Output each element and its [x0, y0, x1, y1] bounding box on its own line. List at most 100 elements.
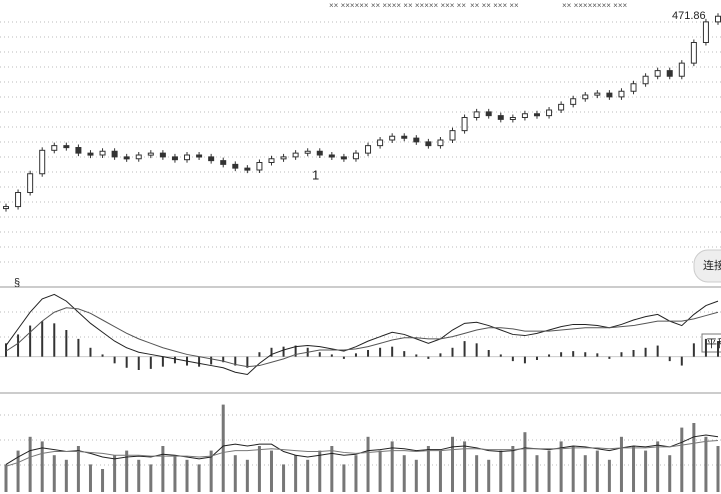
volume-bar — [402, 455, 406, 492]
volume-bar — [28, 436, 32, 492]
volume-bar — [426, 446, 430, 492]
candle — [123, 156, 130, 160]
candle — [111, 150, 118, 158]
connect-label[interactable]: 连接 — [703, 259, 721, 272]
candle — [690, 42, 697, 64]
candle — [570, 98, 577, 105]
candle — [473, 111, 480, 118]
candle — [533, 113, 540, 117]
volume-bar — [113, 455, 117, 492]
volume-bar — [547, 450, 551, 492]
volume-bar — [704, 436, 708, 492]
volume-bar — [390, 441, 394, 492]
volume-bar — [209, 450, 213, 492]
panel-label: § — [14, 277, 20, 289]
candle — [244, 167, 251, 171]
volume-bar — [185, 459, 189, 492]
volume-bar — [221, 404, 225, 492]
volume-bar — [414, 459, 418, 492]
volume-bar — [40, 441, 44, 492]
volume-bar — [282, 464, 286, 492]
marker-text: ×× ×× ××× ×× — [470, 1, 519, 10]
marker-text: ×× ×××××××× ××× — [562, 1, 628, 10]
candle — [184, 154, 191, 161]
volume-bar — [595, 450, 599, 492]
candle — [75, 147, 82, 154]
connect-button[interactable] — [693, 249, 721, 283]
candle — [461, 117, 468, 132]
candle — [147, 152, 154, 156]
volume-bar — [451, 436, 455, 492]
candle — [630, 83, 637, 92]
candle — [268, 158, 275, 163]
candle — [328, 154, 335, 158]
candle — [3, 206, 9, 210]
volume-bar — [499, 450, 503, 492]
volume-bar — [342, 464, 346, 492]
volume-bar — [632, 446, 636, 492]
volume-bar — [149, 464, 153, 492]
candle — [509, 117, 516, 120]
candle — [208, 156, 215, 162]
volume-bar — [137, 459, 141, 492]
volume-bar — [366, 436, 370, 492]
candle — [39, 149, 46, 175]
volume-bar — [378, 450, 382, 492]
candle — [27, 173, 34, 193]
series-line — [5, 434, 719, 465]
candle — [642, 75, 649, 85]
volume-bar — [269, 450, 273, 492]
volume-bar — [161, 446, 165, 492]
volume-bar — [257, 446, 261, 492]
volume-bar — [523, 432, 527, 492]
volume-bar — [64, 459, 68, 492]
candle — [654, 70, 661, 77]
candle — [594, 92, 601, 96]
candle — [196, 154, 203, 158]
volume-bar — [644, 450, 648, 492]
candle — [401, 135, 408, 139]
candle — [582, 94, 589, 100]
candle — [220, 160, 227, 165]
candle — [606, 92, 613, 98]
candle — [437, 139, 444, 147]
candle — [159, 152, 166, 158]
candle — [135, 154, 142, 160]
candle — [365, 145, 372, 154]
volume-bar — [487, 459, 491, 492]
volume-bar — [88, 464, 92, 492]
volume-bar — [607, 459, 611, 492]
volume-bar — [330, 446, 334, 492]
candle — [678, 62, 685, 77]
candle — [413, 137, 420, 143]
candle — [546, 109, 553, 117]
price-label: 471.86 — [672, 10, 706, 22]
volume-bar — [475, 455, 479, 492]
volume-bar — [656, 441, 660, 492]
grid — [0, 21, 721, 466]
candle — [449, 130, 456, 141]
volume-bar — [559, 441, 563, 492]
candle — [292, 152, 299, 158]
candle — [618, 90, 625, 98]
volume-bar — [511, 446, 515, 492]
volume-bar — [438, 450, 442, 492]
candle — [99, 150, 106, 156]
candle — [497, 115, 504, 120]
annotation: 1 — [312, 167, 319, 182]
candle — [485, 111, 492, 117]
series-line — [5, 307, 719, 368]
volume-bar — [571, 446, 575, 492]
volume-bar — [101, 469, 105, 492]
volume-bar — [125, 450, 129, 492]
candle — [232, 163, 239, 169]
candle — [425, 141, 432, 147]
candle — [377, 139, 384, 147]
volume-bar — [233, 455, 237, 492]
series-line — [5, 439, 719, 467]
candle — [256, 162, 263, 171]
candle — [521, 113, 528, 118]
volume-bar — [716, 446, 720, 492]
volume-bar — [197, 464, 201, 492]
